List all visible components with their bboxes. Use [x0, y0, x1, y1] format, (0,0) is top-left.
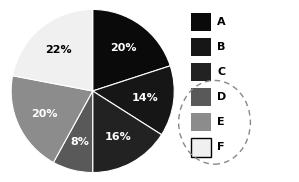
Text: 20%: 20% [31, 109, 58, 118]
Text: D: D [217, 92, 227, 102]
Text: 22%: 22% [45, 45, 72, 55]
Wedge shape [93, 9, 170, 91]
Text: C: C [217, 67, 225, 77]
Text: 16%: 16% [105, 132, 132, 143]
Wedge shape [93, 66, 174, 135]
Text: F: F [217, 143, 225, 152]
Wedge shape [13, 9, 93, 91]
Text: 14%: 14% [132, 93, 159, 103]
Text: 8%: 8% [70, 137, 89, 147]
Wedge shape [54, 91, 93, 173]
Wedge shape [93, 91, 161, 173]
Text: A: A [217, 17, 226, 27]
Text: 20%: 20% [111, 43, 137, 53]
Text: E: E [217, 117, 225, 127]
Wedge shape [11, 76, 93, 163]
Text: B: B [217, 42, 226, 52]
